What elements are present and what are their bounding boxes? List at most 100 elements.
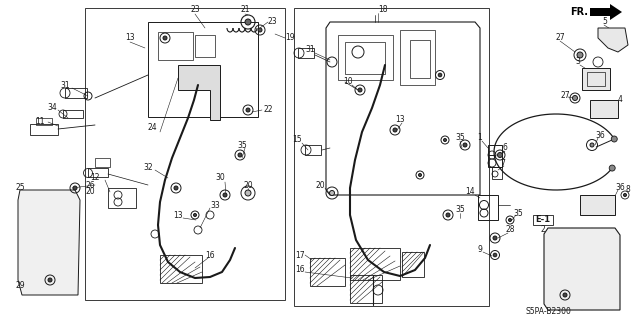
Bar (95, 158, 110, 167)
Bar (108, 188, 136, 208)
Text: S5PA-B2300: S5PA-B2300 (525, 308, 571, 316)
Circle shape (590, 143, 594, 147)
Text: 15: 15 (292, 136, 302, 145)
Circle shape (577, 52, 583, 58)
Text: 16: 16 (205, 250, 215, 259)
Circle shape (238, 153, 242, 157)
Polygon shape (544, 228, 620, 310)
Text: 35: 35 (455, 205, 465, 214)
Text: 29: 29 (15, 280, 24, 290)
Bar (195, 35, 215, 57)
Circle shape (493, 253, 497, 257)
Bar (402, 252, 424, 277)
Text: 13: 13 (395, 115, 405, 124)
Bar (30, 124, 58, 135)
Circle shape (223, 193, 227, 197)
Bar (478, 195, 498, 220)
Circle shape (497, 152, 502, 158)
Circle shape (438, 73, 442, 77)
Bar (492, 167, 502, 179)
Text: 36: 36 (595, 130, 605, 139)
Circle shape (623, 194, 627, 197)
Circle shape (611, 136, 617, 142)
Polygon shape (598, 28, 628, 52)
Text: 32: 32 (143, 164, 153, 173)
Text: 9: 9 (477, 246, 483, 255)
Bar (160, 255, 202, 283)
Text: 12: 12 (90, 174, 100, 182)
Text: 1: 1 (477, 133, 483, 143)
Circle shape (358, 88, 362, 92)
Text: 17: 17 (295, 250, 305, 259)
Polygon shape (590, 4, 622, 20)
Text: FR.: FR. (570, 7, 588, 17)
Circle shape (393, 128, 397, 132)
Bar (65, 88, 87, 98)
Circle shape (174, 186, 178, 190)
Text: 2: 2 (541, 226, 545, 234)
Circle shape (258, 28, 262, 32)
Text: 13: 13 (173, 211, 183, 219)
Bar (587, 72, 605, 86)
Bar (88, 168, 108, 177)
Text: 13: 13 (125, 33, 135, 42)
Bar (410, 40, 430, 78)
Bar (590, 100, 618, 118)
Circle shape (73, 186, 77, 190)
Text: 23: 23 (190, 5, 200, 14)
Text: 10: 10 (343, 78, 353, 86)
Bar (533, 215, 553, 225)
Text: 23: 23 (267, 18, 277, 26)
Circle shape (509, 219, 511, 221)
Circle shape (463, 143, 467, 147)
Text: 35: 35 (237, 140, 247, 150)
Bar (345, 42, 385, 74)
Polygon shape (178, 65, 220, 120)
Text: 36: 36 (615, 183, 625, 192)
Text: 28: 28 (505, 226, 515, 234)
Circle shape (330, 190, 335, 196)
Text: 33: 33 (210, 201, 220, 210)
Text: 35: 35 (455, 133, 465, 143)
Circle shape (48, 278, 52, 282)
Circle shape (609, 165, 615, 171)
Circle shape (246, 108, 250, 112)
Text: 5: 5 (603, 18, 607, 26)
Text: 21: 21 (240, 5, 250, 14)
Text: 8: 8 (626, 186, 630, 195)
Bar (350, 275, 382, 303)
Bar (582, 68, 610, 90)
Text: 22: 22 (263, 106, 273, 115)
Text: 11: 11 (35, 117, 45, 127)
Circle shape (573, 95, 577, 100)
Circle shape (446, 213, 450, 217)
Text: 35: 35 (513, 209, 523, 218)
Circle shape (245, 190, 251, 196)
Text: 31: 31 (60, 80, 70, 90)
Text: 34: 34 (47, 103, 57, 113)
Bar (350, 248, 400, 280)
Text: 3: 3 (575, 57, 580, 66)
Text: E-1: E-1 (536, 216, 550, 225)
Text: 19: 19 (285, 33, 294, 42)
Bar (338, 35, 393, 80)
Text: 30: 30 (215, 174, 225, 182)
Bar (400, 30, 435, 85)
Bar (310, 258, 345, 286)
Text: 6: 6 (502, 144, 508, 152)
Text: 26: 26 (85, 181, 95, 189)
Text: 14: 14 (465, 188, 475, 197)
Bar (298, 48, 314, 58)
Circle shape (563, 293, 567, 297)
Bar (488, 145, 502, 167)
Circle shape (245, 19, 251, 25)
Bar (580, 195, 615, 215)
Text: 7: 7 (500, 159, 506, 167)
Text: 16: 16 (295, 265, 305, 275)
Circle shape (419, 174, 422, 176)
Text: 20: 20 (85, 188, 95, 197)
Text: 31: 31 (305, 46, 315, 55)
Text: 24: 24 (147, 123, 157, 132)
Bar (158, 32, 193, 60)
Circle shape (163, 36, 167, 40)
